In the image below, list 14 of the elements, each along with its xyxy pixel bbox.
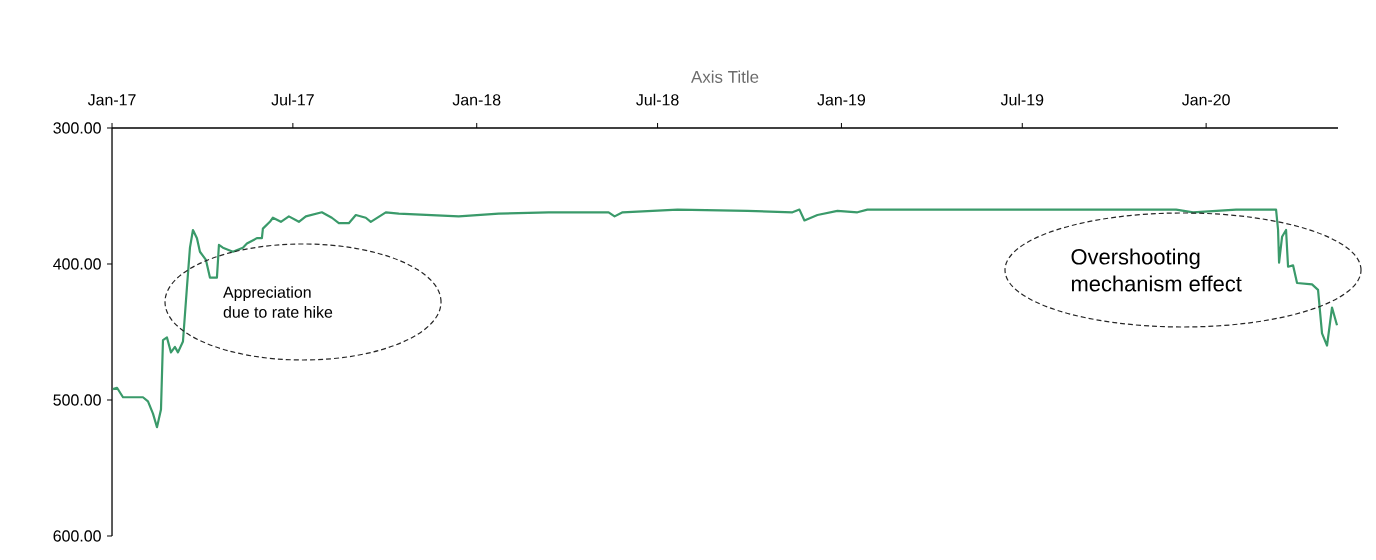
x-tick-label: Jul-18 xyxy=(636,93,679,106)
x-tick-label: Jan-17 xyxy=(87,94,136,106)
y-tick-label: 400.00 xyxy=(53,258,101,270)
x-tick-label: Jul-17 xyxy=(271,93,314,106)
y-tick-label: 500.00 xyxy=(53,394,101,406)
x-tick-label: Jan-19 xyxy=(817,94,866,106)
x-tick-label: Jan-20 xyxy=(1182,94,1230,106)
annotation: Overshooting mechanism effect xyxy=(1071,248,1242,292)
x-tick-label: Jan-18 xyxy=(452,94,501,106)
y-tick-label: 300.00 xyxy=(53,122,101,134)
x-axis-title: Axis Title xyxy=(691,70,759,83)
y-tick-label: 600.00 xyxy=(53,530,101,542)
x-tick-label: Jul-19 xyxy=(1000,93,1044,106)
annotation: Appreciation due to rate hike xyxy=(223,286,333,318)
